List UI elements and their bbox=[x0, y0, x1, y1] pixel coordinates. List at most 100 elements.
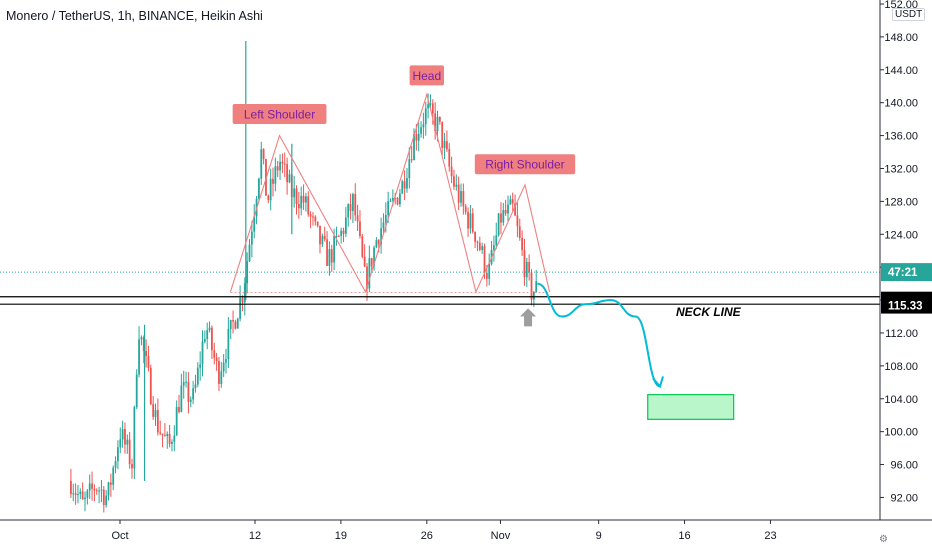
candle-body bbox=[126, 439, 129, 445]
candle-body bbox=[403, 181, 406, 189]
candle-body bbox=[173, 435, 176, 442]
candle-body bbox=[196, 367, 199, 385]
candle-body bbox=[420, 127, 422, 134]
pattern-label: Head bbox=[412, 69, 441, 83]
candle-body bbox=[213, 350, 216, 358]
candle-body bbox=[507, 204, 509, 214]
candle-body bbox=[309, 214, 312, 217]
last-price-label: 47:21 bbox=[888, 267, 918, 279]
candle-body bbox=[243, 283, 246, 303]
y-tick-label: 136.00 bbox=[884, 131, 918, 143]
candle-body bbox=[140, 337, 143, 340]
pattern-label-box bbox=[474, 154, 576, 175]
candle-body bbox=[279, 161, 281, 171]
candle-body bbox=[91, 483, 93, 489]
candle-body bbox=[215, 357, 218, 361]
candle-body bbox=[532, 291, 535, 300]
y-tick-label: 112.00 bbox=[885, 328, 918, 340]
candle-body bbox=[100, 489, 103, 491]
candle-body bbox=[377, 240, 380, 245]
x-tick-label: 26 bbox=[421, 530, 433, 542]
candle-body bbox=[446, 141, 448, 150]
candle-body bbox=[521, 237, 524, 251]
y-tick-label: 92.00 bbox=[890, 492, 918, 504]
candle-body bbox=[185, 381, 187, 383]
candle-body bbox=[535, 281, 538, 292]
candle-body bbox=[258, 178, 260, 199]
candle-body bbox=[262, 149, 265, 159]
candle-body bbox=[199, 364, 202, 368]
candle-body bbox=[344, 217, 347, 234]
candle-body bbox=[493, 245, 495, 250]
candle-body bbox=[208, 327, 211, 331]
candle-body bbox=[370, 258, 373, 267]
candle-body bbox=[502, 210, 505, 223]
candle-body bbox=[295, 188, 298, 205]
candle-body bbox=[485, 273, 488, 279]
candle-body bbox=[483, 246, 486, 274]
candle-body bbox=[417, 133, 420, 141]
candle-body bbox=[182, 382, 185, 386]
candle-body bbox=[203, 338, 206, 342]
candle-body bbox=[267, 195, 270, 201]
candle-body bbox=[107, 482, 110, 496]
candle-body bbox=[460, 191, 462, 203]
candle-body bbox=[109, 482, 112, 485]
candle-body bbox=[241, 297, 244, 303]
candle-body bbox=[389, 200, 392, 202]
candle-body bbox=[128, 439, 131, 465]
y-axis[interactable]: 92.0096.00100.00104.00108.00112.00116.00… bbox=[879, 0, 932, 550]
candle-body bbox=[455, 184, 458, 187]
candle-body bbox=[218, 360, 220, 384]
x-tick-label: 23 bbox=[764, 530, 776, 542]
candle-body bbox=[149, 367, 152, 405]
candle-body bbox=[260, 149, 263, 179]
candle-body bbox=[166, 433, 169, 437]
candle-body bbox=[457, 184, 460, 203]
y-tick-label: 152.00 bbox=[884, 0, 918, 11]
currency-badge[interactable]: USDT bbox=[892, 8, 926, 21]
candle-body bbox=[227, 329, 230, 360]
candle-body bbox=[511, 199, 514, 204]
y-tick-label: 100.00 bbox=[884, 427, 918, 439]
gear-icon[interactable]: ⚙ bbox=[879, 534, 888, 545]
candle-body bbox=[429, 103, 432, 105]
candle-body bbox=[373, 247, 375, 267]
x-tick-label: Nov bbox=[491, 530, 511, 542]
y-tick-label: 104.00 bbox=[884, 394, 918, 406]
neck-price-label: 115.33 bbox=[888, 301, 923, 313]
candle-body bbox=[189, 399, 192, 402]
candle-body bbox=[478, 242, 481, 250]
candle-body bbox=[337, 235, 340, 237]
candle-body bbox=[342, 230, 345, 234]
candle-body bbox=[74, 493, 77, 495]
candle-body bbox=[330, 249, 333, 263]
candle-body bbox=[504, 210, 507, 214]
x-axis[interactable]: Oct 12 19 26 Nov 9 16 23 bbox=[0, 519, 932, 542]
pattern-label: Left Shoulder bbox=[244, 108, 315, 122]
candle-body bbox=[250, 231, 253, 245]
candle-body bbox=[77, 494, 79, 496]
candle-body bbox=[112, 467, 115, 485]
candle-body bbox=[375, 240, 378, 248]
candle-body bbox=[180, 385, 183, 412]
candle-body bbox=[232, 320, 234, 322]
x-tick-label: 19 bbox=[335, 530, 347, 542]
candle-body bbox=[138, 339, 140, 375]
candle-body bbox=[518, 226, 521, 238]
candle-body bbox=[453, 176, 455, 187]
candle-body bbox=[436, 116, 439, 131]
candle-body bbox=[474, 231, 477, 242]
candle-body bbox=[133, 407, 136, 469]
candle-body bbox=[319, 225, 321, 245]
candle-body bbox=[399, 193, 401, 205]
candle-body bbox=[488, 263, 491, 279]
candle-body bbox=[471, 213, 474, 232]
pattern-label: Right Shoulder bbox=[485, 158, 564, 172]
candle-body bbox=[326, 239, 328, 266]
candle-body bbox=[248, 244, 251, 262]
candle-body bbox=[391, 197, 394, 201]
candle-body bbox=[161, 433, 164, 436]
candle-body bbox=[361, 236, 364, 257]
